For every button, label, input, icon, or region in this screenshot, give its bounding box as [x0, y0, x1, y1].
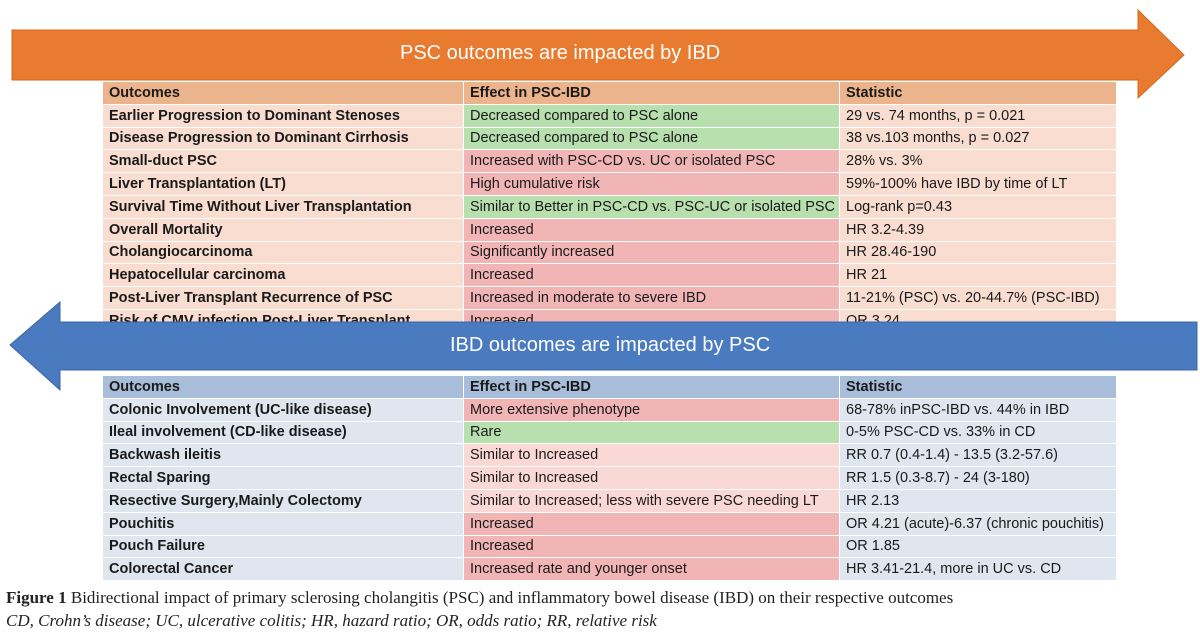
header-effect: Effect in PSC-IBD — [463, 81, 840, 105]
effect-cell: Increased rate and younger onset — [463, 557, 840, 582]
effect-cell: Rare — [463, 420, 840, 445]
table-row: Colorectal Cancer Increased rate and youn… — [102, 557, 1117, 582]
table-row: Hepatocellular carcinoma Increased HR 21 — [102, 263, 1117, 288]
statistic-cell: 59%-100% have IBD by time of LT — [839, 172, 1117, 196]
orange-right-arrow — [11, 8, 1185, 100]
figure-caption: Figure 1 Bidirectional impact of primary… — [6, 588, 953, 608]
statistic-cell: HR 21 — [839, 263, 1117, 288]
psc-outcomes-table: Outcomes Effect in PSC-IBD Statistic Ear… — [102, 81, 1117, 333]
statistic-cell: RR 1.5 (0.3-8.7) - 24 (3-180) — [839, 466, 1117, 490]
statistic-cell: 38 vs.103 months, p = 0.027 — [839, 126, 1117, 151]
table-row: Cholangiocarcinoma Significantly increase… — [102, 240, 1117, 265]
outcome-cell: Earlier Progression to Dominant Stenoses — [102, 103, 464, 128]
statistic-cell: HR 3.41-21.4, more in UC vs. CD — [839, 557, 1117, 582]
statistic-cell: HR 2.13 — [839, 488, 1117, 513]
top-arrow-label: PSC outcomes are impacted by IBD — [400, 42, 721, 64]
statistic-cell: 0-5% PSC-CD vs. 33% in CD — [839, 420, 1117, 445]
outcome-cell: Rectal Sparing — [102, 466, 464, 490]
outcome-cell: Ileal involvement (CD-like disease) — [102, 420, 464, 445]
outcome-cell: Pouchitis — [102, 511, 464, 536]
effect-cell: Increased — [463, 534, 840, 559]
table-row: Survival Time Without Liver Transplantat… — [102, 194, 1117, 219]
effect-cell: Increased — [463, 217, 840, 242]
statistic-cell: 29 vs. 74 months, p = 0.021 — [839, 103, 1117, 128]
table-header-row: Outcomes Effect in PSC-IBD Statistic — [102, 81, 1117, 105]
table-row: Overall Mortality Increased HR 3.2-4.39 — [102, 217, 1117, 242]
statistic-cell: HR 3.2-4.39 — [839, 217, 1117, 242]
bottom-arrow-label: IBD outcomes are impacted by PSC — [450, 334, 771, 356]
header-outcomes: Outcomes — [102, 375, 464, 399]
effect-cell: Decreased compared to PSC alone — [463, 103, 840, 128]
header-statistic: Statistic — [839, 375, 1117, 399]
blue-left-arrow — [9, 300, 1198, 392]
caption-text: Bidirectional impact of primary sclerosi… — [66, 588, 954, 607]
statistic-cell: 28% vs. 3% — [839, 149, 1117, 174]
effect-cell: Increased in moderate to severe IBD — [463, 286, 840, 310]
table-row: Colonic Involvement (UC-like disease) Mor… — [102, 397, 1117, 422]
effect-cell: Increased — [463, 511, 840, 536]
figure-label: Figure 1 — [6, 588, 67, 607]
effect-cell: Decreased compared to PSC alone — [463, 126, 840, 151]
effect-cell: Similar to Increased; less with severe P… — [463, 488, 840, 513]
table-row: Pouchitis Increased OR 4.21 (acute)-6.37 (… — [102, 511, 1117, 536]
table-row: Pouch Failure Increased OR 1.85 — [102, 534, 1117, 559]
statistic-cell: 68-78% inPSC-IBD vs. 44% in IBD — [839, 397, 1117, 422]
statistic-cell: RR 0.7 (0.4-1.4) - 13.5 (3.2-57.6) — [839, 443, 1117, 468]
effect-cell: Significantly increased — [463, 240, 840, 265]
outcome-cell: Colorectal Cancer — [102, 557, 464, 582]
header-statistic: Statistic — [839, 81, 1117, 105]
outcome-cell: Colonic Involvement (UC-like disease) — [102, 397, 464, 422]
caption-abbreviations: CD, Crohn’s disease; UC, ulcerative coli… — [6, 611, 657, 630]
statistic-cell: OR 4.21 (acute)-6.37 (chronic pouchitis) — [839, 511, 1117, 536]
table-row: Rectal Sparing Similar to Increased RR 1.5… — [102, 466, 1117, 490]
table-header-row: Outcomes Effect in PSC-IBD Statistic — [102, 375, 1117, 399]
header-outcomes: Outcomes — [102, 81, 464, 105]
table-row: Earlier Progression to Dominant Stenoses… — [102, 103, 1117, 128]
outcome-cell: Resective Surgery,Mainly Colectomy — [102, 488, 464, 513]
effect-cell: Similar to Increased — [463, 443, 840, 468]
outcome-cell: Hepatocellular carcinoma — [102, 263, 464, 288]
header-effect: Effect in PSC-IBD — [463, 375, 840, 399]
outcome-cell: Liver Transplantation (LT) — [102, 172, 464, 196]
effect-cell: High cumulative risk — [463, 172, 840, 196]
effect-cell: Similar to Increased — [463, 466, 840, 490]
ibd-outcomes-table: Outcomes Effect in PSC-IBD Statistic Col… — [102, 375, 1117, 582]
table-row: Ileal involvement (CD-like disease) Rare 0… — [102, 420, 1117, 445]
table-row: Resective Surgery,Mainly Colectomy Simila… — [102, 488, 1117, 513]
table-row: Backwash ileitis Similar to Increased RR 0… — [102, 443, 1117, 468]
outcome-cell: Cholangiocarcinoma — [102, 240, 464, 265]
outcome-cell: Overall Mortality — [102, 217, 464, 242]
outcome-cell: Backwash ileitis — [102, 443, 464, 468]
outcome-cell: Survival Time Without Liver Transplantat… — [102, 194, 464, 219]
effect-cell: More extensive phenotype — [463, 397, 840, 422]
table-row: Liver Transplantation (LT) High cumulativ… — [102, 172, 1117, 196]
statistic-cell: OR 1.85 — [839, 534, 1117, 559]
outcome-cell: Pouch Failure — [102, 534, 464, 559]
statistic-cell: Log-rank p=0.43 — [839, 194, 1117, 219]
